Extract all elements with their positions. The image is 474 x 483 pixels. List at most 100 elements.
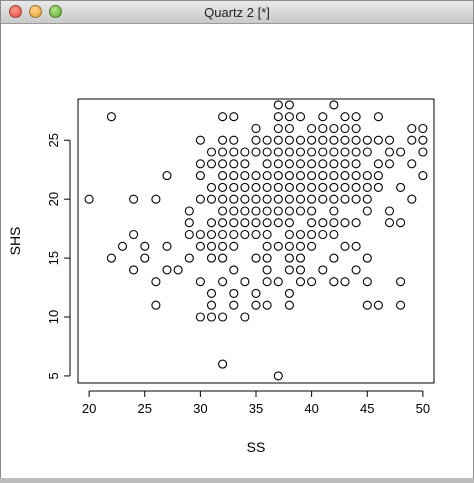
- data-point: [318, 265, 328, 275]
- data-point: [129, 194, 139, 204]
- data-point: [295, 159, 306, 169]
- data-point: [229, 206, 239, 216]
- plot-area: 20 25 30 35 40 45 50 5 10 15 20 25 SS SHS: [1, 24, 473, 478]
- data-point: [195, 229, 205, 240]
- data-point: [229, 241, 239, 251]
- data-point: [262, 265, 272, 275]
- zoom-window-button[interactable]: [49, 5, 62, 18]
- data-point: [251, 123, 261, 134]
- data-point: [295, 206, 306, 216]
- x-tick-label: 30: [193, 401, 207, 416]
- data-point: [307, 206, 317, 216]
- data-point: [195, 135, 205, 145]
- data-point: [295, 112, 306, 122]
- data-point: [195, 171, 205, 181]
- data-point: [318, 123, 328, 134]
- data-point: [362, 194, 372, 204]
- data-point: [284, 159, 294, 169]
- data-point: [329, 159, 339, 169]
- data-point: [351, 194, 361, 204]
- data-point: [229, 182, 239, 192]
- window-title: Quartz 2 [*]: [204, 5, 270, 20]
- data-point: [229, 194, 239, 204]
- title-bar[interactable]: Quartz 2 [*]: [1, 1, 473, 24]
- data-point: [151, 194, 161, 204]
- data-point: [218, 194, 228, 204]
- plot-frame: [77, 98, 435, 384]
- data-point: [229, 112, 239, 122]
- data-point: [262, 277, 272, 287]
- data-point: [284, 194, 294, 204]
- data-point: [329, 182, 339, 192]
- data-point: [362, 171, 372, 181]
- data-point: [273, 100, 283, 110]
- data-point: [251, 288, 261, 298]
- data-point: [295, 171, 306, 181]
- data-point: [206, 218, 217, 228]
- data-point: [240, 218, 250, 228]
- x-tick-label: 35: [249, 401, 263, 416]
- data-point: [129, 229, 139, 240]
- data-point: [240, 171, 250, 181]
- data-point: [318, 159, 328, 169]
- data-point: [340, 123, 350, 134]
- data-point: [295, 135, 306, 145]
- data-point: [218, 147, 228, 157]
- x-axis-label: SS: [247, 439, 266, 455]
- data-point: [396, 147, 406, 157]
- data-point: [218, 359, 228, 369]
- data-point: [418, 123, 428, 134]
- data-point: [206, 241, 217, 251]
- data-point: [206, 253, 217, 263]
- data-point: [351, 147, 361, 157]
- data-point: [407, 135, 417, 145]
- data-point: [329, 277, 339, 287]
- data-point: [318, 171, 328, 181]
- data-point: [307, 241, 317, 251]
- data-point: [284, 218, 294, 228]
- data-point: [307, 229, 317, 240]
- data-point: [351, 265, 361, 275]
- data-point: [351, 135, 361, 145]
- data-point: [218, 182, 228, 192]
- data-point: [151, 300, 161, 310]
- data-point: [273, 182, 283, 192]
- data-point: [273, 171, 283, 181]
- data-point: [396, 277, 406, 287]
- x-axis: 20 25 30 35 40 45 50: [82, 390, 430, 416]
- minimize-window-button[interactable]: [29, 5, 42, 18]
- data-point: [307, 218, 317, 228]
- data-point: [351, 241, 361, 251]
- data-point: [295, 229, 306, 240]
- data-point: [340, 218, 350, 228]
- data-point: [329, 135, 339, 145]
- data-point: [218, 277, 228, 287]
- y-tick-label: 5: [46, 372, 61, 379]
- data-point: [218, 241, 228, 251]
- data-point: [329, 206, 339, 216]
- data-point: [240, 194, 250, 204]
- data-point: [384, 135, 395, 145]
- data-point: [229, 218, 239, 228]
- data-point: [218, 135, 228, 145]
- data-point: [240, 312, 250, 322]
- scatter-plot: 20 25 30 35 40 45 50 5 10 15 20 25 SS SHS: [7, 98, 435, 455]
- data-point: [384, 159, 395, 169]
- data-point: [396, 182, 406, 192]
- data-point: [273, 135, 283, 145]
- data-point: [184, 253, 194, 263]
- close-window-button[interactable]: [9, 5, 22, 18]
- data-point: [351, 182, 361, 192]
- data-point: [329, 100, 339, 110]
- data-point: [273, 277, 283, 287]
- data-point: [318, 135, 328, 145]
- data-point: [262, 147, 272, 157]
- data-point: [329, 194, 339, 204]
- data-point: [340, 241, 350, 251]
- data-point: [229, 171, 239, 181]
- data-point: [240, 206, 250, 216]
- data-point: [396, 218, 406, 228]
- data-point: [340, 194, 350, 204]
- data-point: [340, 159, 350, 169]
- data-point: [240, 159, 250, 169]
